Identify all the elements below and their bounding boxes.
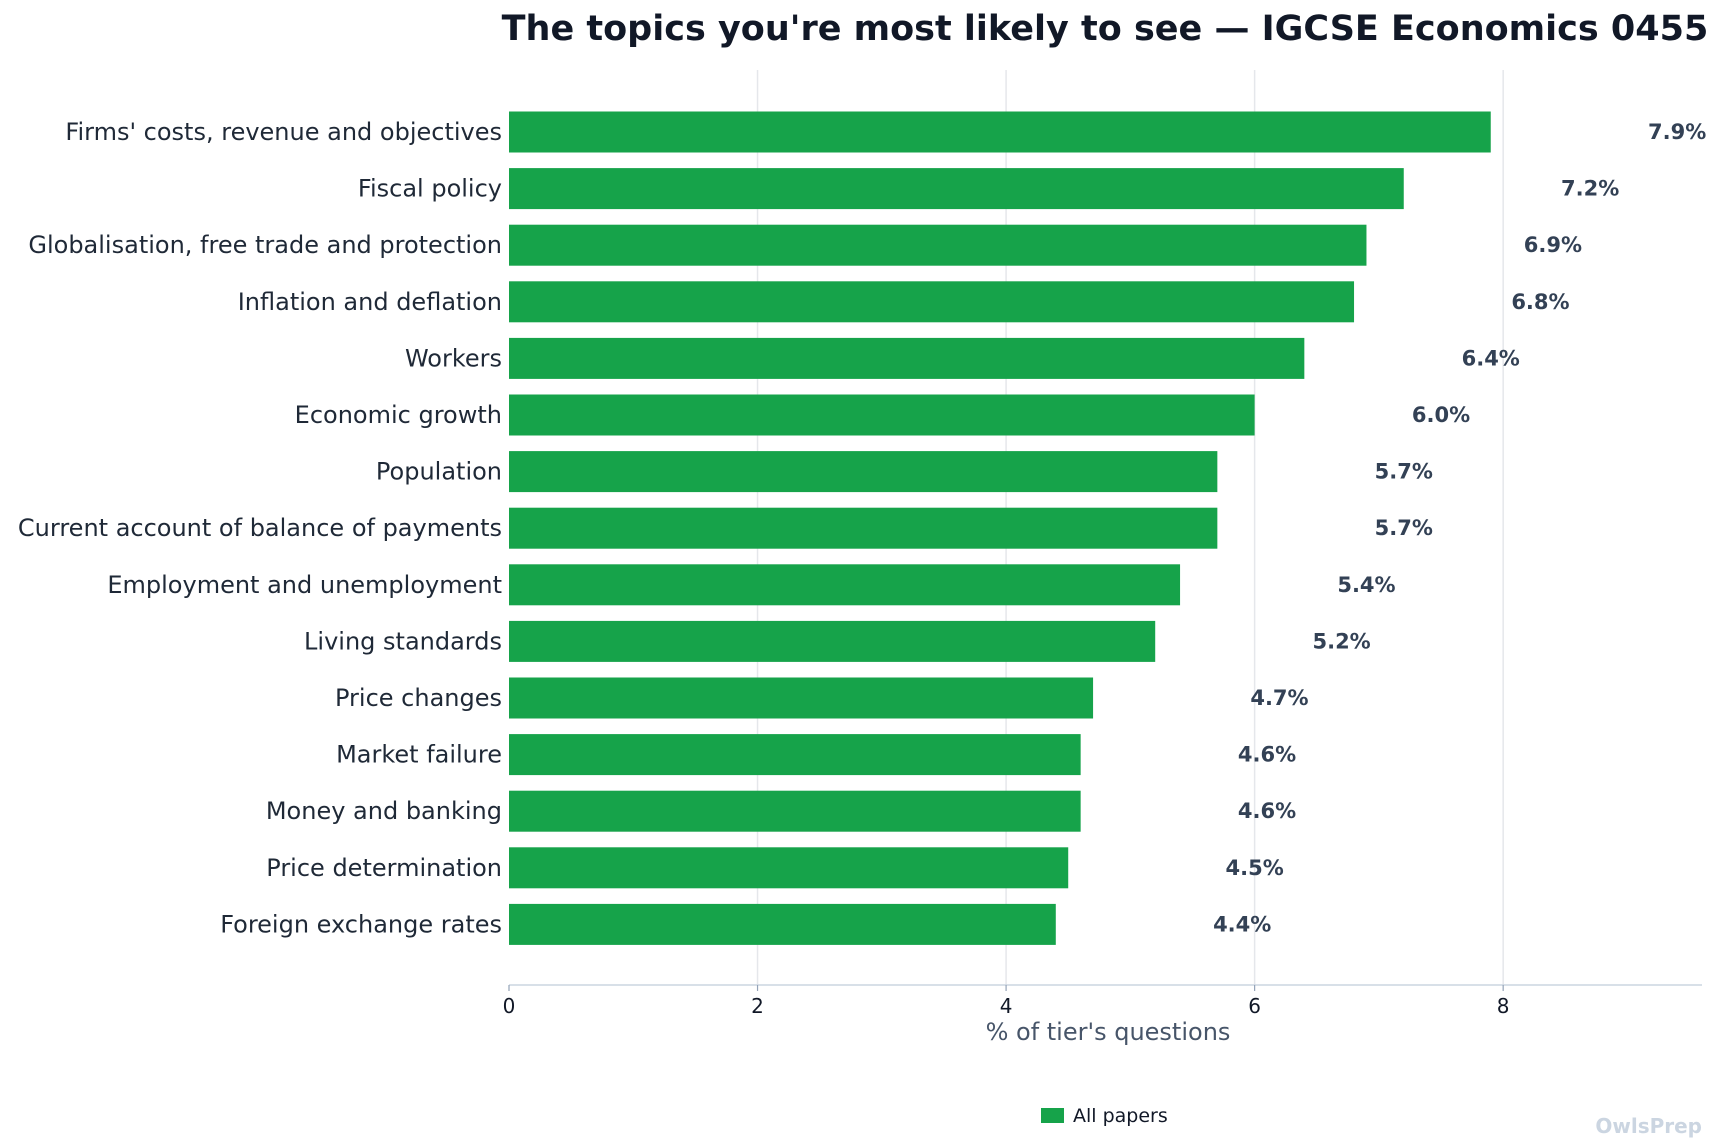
value-label: 4.5% [1226, 856, 1284, 880]
value-label: 4.6% [1238, 799, 1296, 823]
bar [509, 903, 1056, 945]
value-label: 7.9% [1648, 120, 1706, 144]
value-label: 6.4% [1462, 346, 1520, 370]
category-label: Population [376, 458, 502, 486]
bar [509, 564, 1181, 606]
x-axis: 0 2 4 6 8 [503, 984, 1702, 1018]
x-tick-label: 4 [1000, 994, 1013, 1018]
bars [509, 111, 1491, 945]
category-label: Money and banking [266, 797, 502, 825]
value-label: 5.7% [1375, 460, 1433, 484]
legend-swatch [1041, 1108, 1064, 1123]
x-tick-label: 8 [1497, 994, 1510, 1018]
category-label: Workers [405, 344, 502, 372]
x-tick-label: 6 [1248, 994, 1261, 1018]
category-label: Employment and unemployment [107, 571, 502, 599]
value-label: 5.2% [1312, 629, 1370, 653]
value-labels: 7.9% 7.2% 6.9% 6.8% 6.4% 6.0% 5.7% 5.7% 5.4% 5.2%… [1213, 120, 1706, 936]
category-label: Inflation and deflation [238, 288, 502, 316]
x-tick-label: 2 [751, 994, 764, 1018]
category-label: Foreign exchange rates [220, 910, 502, 938]
bar [509, 337, 1305, 379]
category-label: Firms' costs, revenue and objectives [65, 118, 502, 146]
bar [509, 281, 1355, 323]
value-label: 6.9% [1524, 233, 1582, 257]
bar [509, 111, 1491, 153]
legend-label: All papers [1073, 1105, 1168, 1127]
value-label: 4.4% [1213, 912, 1271, 936]
value-label: 5.4% [1337, 573, 1395, 597]
bar [509, 620, 1156, 662]
bar [509, 790, 1081, 832]
bar [509, 734, 1081, 776]
bar [509, 168, 1404, 210]
value-label: 4.7% [1250, 686, 1308, 710]
category-label: Price changes [335, 684, 502, 712]
bar [509, 451, 1218, 493]
bar [509, 847, 1069, 889]
value-label: 5.7% [1375, 516, 1433, 540]
bar [509, 394, 1255, 436]
value-label: 4.6% [1238, 743, 1296, 767]
category-label: Price determination [266, 854, 502, 882]
legend: All papers [1041, 1105, 1168, 1127]
category-label: Living standards [304, 627, 502, 655]
value-label: 7.2% [1561, 177, 1619, 201]
x-tick-label: 0 [503, 994, 516, 1018]
category-label: Market failure [336, 741, 502, 769]
bar [509, 507, 1218, 549]
category-labels: Firms' costs, revenue and objectives Fisc… [18, 118, 502, 938]
bar [509, 224, 1367, 266]
x-axis-label: % of tier's questions [986, 1018, 1231, 1046]
category-label: Current account of balance of payments [18, 514, 502, 542]
category-label: Economic growth [295, 401, 502, 429]
category-label: Fiscal policy [358, 175, 502, 203]
value-label: 6.0% [1412, 403, 1470, 427]
chart-title: The topics you're most likely to see — I… [502, 9, 1709, 49]
category-label: Globalisation, free trade and protection [28, 231, 502, 259]
value-label: 6.8% [1511, 290, 1569, 314]
bar [509, 677, 1094, 719]
watermark: OwlsPrep [1595, 1114, 1702, 1138]
